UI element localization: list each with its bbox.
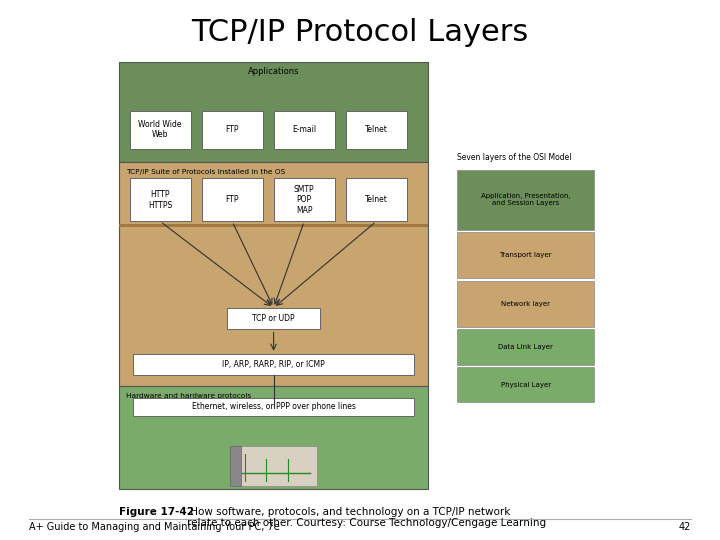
- FancyBboxPatch shape: [230, 446, 317, 486]
- FancyBboxPatch shape: [457, 170, 594, 230]
- FancyBboxPatch shape: [130, 178, 191, 221]
- Text: SMTP
POP
MAP: SMTP POP MAP: [294, 185, 315, 215]
- Text: Physical Layer: Physical Layer: [500, 382, 551, 388]
- Text: Data Link Layer: Data Link Layer: [498, 344, 553, 350]
- FancyBboxPatch shape: [230, 446, 241, 486]
- FancyBboxPatch shape: [227, 308, 320, 329]
- Text: Seven layers of the OSI Model: Seven layers of the OSI Model: [457, 153, 572, 162]
- FancyBboxPatch shape: [457, 232, 594, 278]
- Text: Network layer: Network layer: [501, 301, 550, 307]
- FancyBboxPatch shape: [346, 111, 407, 148]
- Text: E-mail: E-mail: [292, 125, 316, 134]
- Text: World Wide
Web: World Wide Web: [138, 120, 182, 139]
- Text: 42: 42: [679, 522, 691, 531]
- FancyBboxPatch shape: [119, 386, 428, 489]
- FancyBboxPatch shape: [274, 111, 335, 148]
- FancyBboxPatch shape: [346, 178, 407, 221]
- FancyBboxPatch shape: [119, 62, 428, 162]
- FancyBboxPatch shape: [133, 354, 414, 375]
- Text: Hardware and hardware protocols: Hardware and hardware protocols: [126, 393, 251, 399]
- Text: IP, ARP, RARP, RIP, or ICMP: IP, ARP, RARP, RIP, or ICMP: [222, 360, 325, 369]
- FancyBboxPatch shape: [202, 111, 263, 148]
- Text: TCP/IP Suite of Protocols Installed in the OS: TCP/IP Suite of Protocols Installed in t…: [126, 168, 285, 175]
- Text: FTP: FTP: [225, 125, 239, 134]
- FancyBboxPatch shape: [202, 178, 263, 221]
- Text: Telnet: Telnet: [365, 195, 387, 204]
- Text: Application, Presentation,
and Session Layers: Application, Presentation, and Session L…: [481, 193, 570, 206]
- FancyBboxPatch shape: [457, 329, 594, 364]
- Text: Telnet: Telnet: [365, 125, 387, 134]
- FancyBboxPatch shape: [119, 224, 428, 227]
- Text: TCP or UDP: TCP or UDP: [252, 314, 295, 323]
- Text: HTTP
HTTPS: HTTP HTTPS: [148, 190, 172, 210]
- FancyBboxPatch shape: [119, 162, 428, 386]
- Text: Figure 17-42: Figure 17-42: [119, 507, 194, 517]
- FancyBboxPatch shape: [457, 281, 594, 327]
- Text: FTP: FTP: [225, 195, 239, 204]
- Text: Applications: Applications: [248, 68, 300, 76]
- Text: Transport layer: Transport layer: [500, 252, 552, 258]
- FancyBboxPatch shape: [130, 111, 191, 148]
- FancyBboxPatch shape: [274, 178, 335, 221]
- Text: Ethernet, wireless, or PPP over phone lines: Ethernet, wireless, or PPP over phone li…: [192, 402, 356, 411]
- Text: A+ Guide to Managing and Maintaining Your PC, 7e: A+ Guide to Managing and Maintaining You…: [29, 522, 279, 531]
- FancyBboxPatch shape: [133, 398, 414, 416]
- Text: How software, protocols, and technology on a TCP/IP network
relate to each other: How software, protocols, and technology …: [187, 507, 546, 528]
- FancyBboxPatch shape: [457, 367, 594, 402]
- Text: TCP/IP Protocol Layers: TCP/IP Protocol Layers: [192, 18, 528, 47]
